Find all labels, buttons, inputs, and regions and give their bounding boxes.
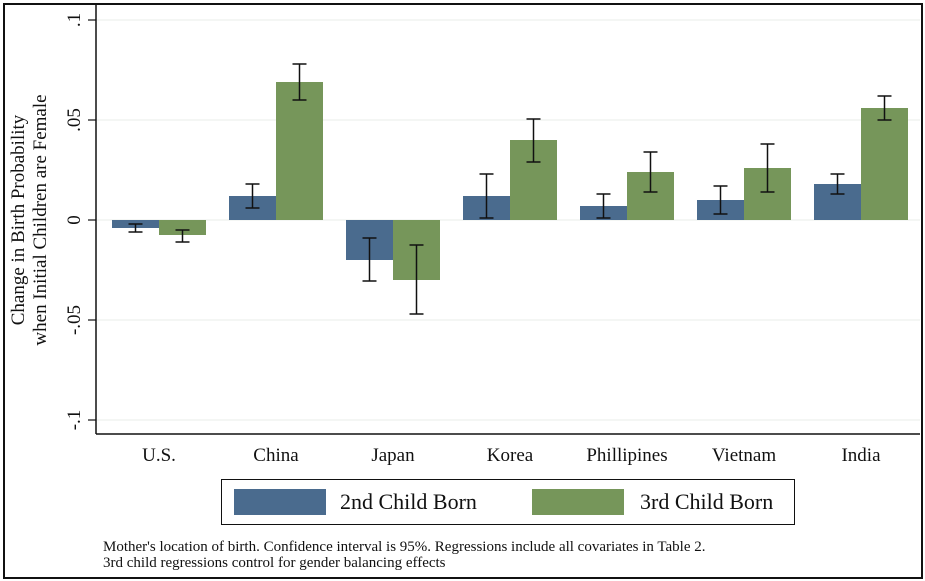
x-tick-label: Japan [371, 445, 415, 466]
error-bar [830, 173, 845, 195]
error-bar [877, 95, 892, 121]
legend-item-3rd-child: 3rd Child Born [532, 489, 773, 515]
error-bar [292, 63, 307, 101]
error-bar [596, 193, 611, 219]
legend-label-3rd-child: 3rd Child Born [640, 489, 774, 514]
error-bar [175, 229, 190, 243]
y-axis-title-line-2: when Initial Children are Female [30, 94, 51, 345]
error-bar [128, 223, 143, 233]
legend-label-2nd-child: 2nd Child Born [340, 489, 477, 514]
bar [861, 108, 908, 220]
note-line-1: Mother's location of birth. Confidence i… [103, 539, 706, 555]
error-bars [128, 63, 892, 315]
x-tick-label: India [841, 445, 881, 466]
bars [112, 82, 908, 280]
y-axis-title-line-1: Change in Birth Probability [8, 114, 29, 325]
bar [159, 220, 206, 235]
legend: 2nd Child Born 3rd Child Born [221, 479, 795, 525]
x-tick-label: Phillipines [586, 445, 667, 466]
y-tick-label: -.05 [64, 305, 85, 335]
y-axis-title: Change in Birth Probability when Initial… [8, 94, 51, 345]
chart-note: Mother's location of birth. Confidence i… [103, 539, 705, 571]
x-tick-label: Vietnam [712, 445, 777, 466]
y-ticks: -.1 -.05 0 .05 .1 [64, 13, 96, 430]
bar [276, 82, 323, 220]
x-tick-label: China [253, 445, 299, 466]
error-bar [362, 237, 377, 282]
note-line-2: 3rd child regressions control for gender… [103, 555, 446, 571]
error-bar [643, 151, 658, 193]
y-tick-label: .05 [64, 108, 85, 132]
y-tick-label: .1 [64, 13, 85, 27]
error-bar [409, 244, 424, 315]
x-tick-labels: U.S. China Japan Korea Phillipines Vietnam Ind… [142, 445, 881, 466]
y-tick-label: 0 [64, 215, 85, 225]
error-bar [245, 183, 260, 209]
error-bar [479, 173, 494, 219]
chart-frame [3, 3, 923, 579]
x-tick-label: Korea [487, 445, 534, 466]
error-bar [526, 118, 541, 163]
legend-swatch-2nd-child [234, 489, 326, 515]
error-bar [760, 143, 775, 193]
y-tick-label: -.1 [64, 410, 85, 431]
error-bar [713, 185, 728, 215]
legend-item-2nd-child: 2nd Child Born [234, 489, 477, 515]
legend-swatch-3rd-child [532, 489, 624, 515]
x-tick-label: U.S. [142, 445, 176, 466]
